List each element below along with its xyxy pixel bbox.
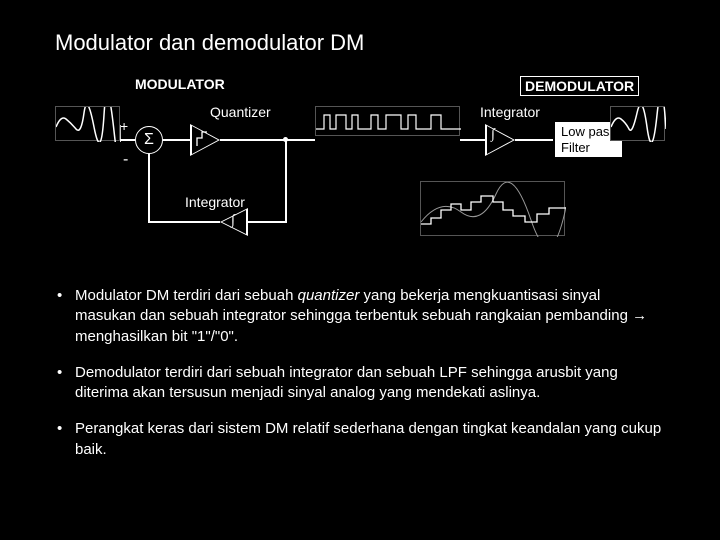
plus-sign: + [120,118,128,134]
lpf-line2: Filter [561,140,590,155]
quantizer-symbol [195,128,209,155]
wire [163,139,190,141]
wire [285,139,287,222]
wire [148,154,150,222]
demodulator-label: DEMODULATOR [520,76,639,96]
integral-symbol-1: ∫ [231,213,235,229]
output-waveform [610,106,665,141]
node-dot [283,137,288,142]
wire [460,139,485,141]
bullet-3: Perangkat keras dari sistem DM relatif s… [55,419,665,460]
bullet-1: Modulator DM terdiri dari sebuah quantiz… [55,286,665,347]
arrow-icon: → [628,307,647,324]
quantizer-label: Quantizer [210,104,271,120]
input-waveform [55,106,120,141]
block-diagram: MODULATOR DEMODULATOR Quantizer Integrat… [55,76,665,256]
modulator-label: MODULATOR [135,76,225,92]
lpf-line1: Low pass [561,124,616,139]
integrator2-label: Integrator [480,104,540,120]
wire [515,139,553,141]
minus-sign: - [123,151,128,169]
integral-symbol-2: ∫ [491,127,495,143]
bullet-list: Modulator DM terdiri dari sebuah quantiz… [55,286,665,460]
wire [247,221,287,223]
summer-node: Σ [135,126,163,154]
slide-title: Modulator dan demodulator DM [55,30,665,56]
staircase-waveform [420,181,565,236]
bullet-2: Demodulator terdiri dari sebuah integrat… [55,363,665,404]
digital-waveform [315,106,460,136]
integrator2-block [485,124,515,156]
wire [220,139,315,141]
wire [120,139,135,141]
wire [148,221,220,223]
